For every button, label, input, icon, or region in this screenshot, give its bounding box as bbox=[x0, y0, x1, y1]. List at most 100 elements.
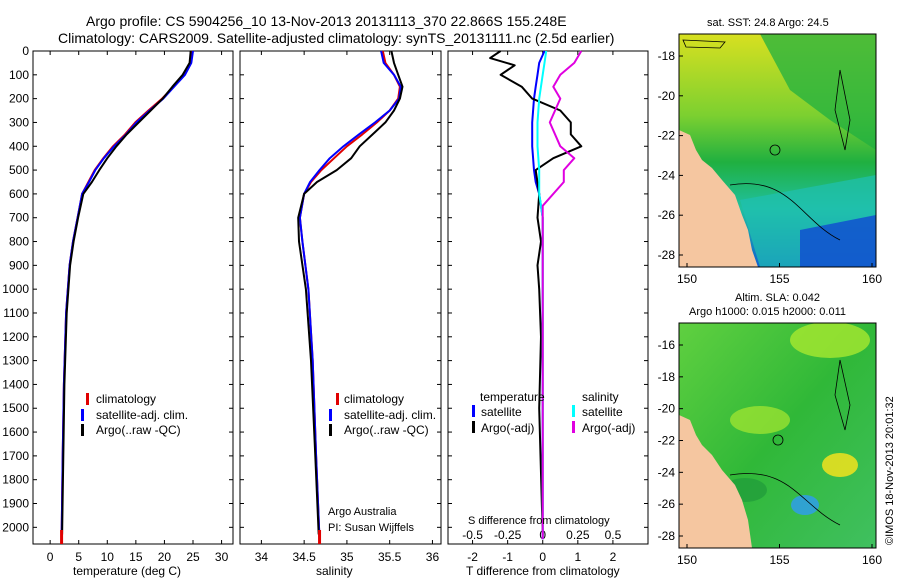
salinity-panel: 34 34.5 35 35.5 36 climatology satellite-adj… bbox=[239, 50, 442, 578]
y-tick-label: 1100 bbox=[3, 306, 29, 320]
y-tick-label: 1500 bbox=[2, 401, 29, 415]
imos-credit: ©IMOS 18-Nov-2013 20:01:32 bbox=[884, 396, 896, 545]
y-tick-label: 1900 bbox=[2, 497, 29, 511]
y-tick-label: 1300 bbox=[2, 354, 29, 368]
y-tick-label: 1800 bbox=[2, 473, 29, 487]
sst-map-title: sat. SST: 24.8 Argo: 24.5 bbox=[707, 17, 829, 29]
legend-swatch-t-satellite bbox=[472, 405, 475, 417]
y-tick-label: 200 bbox=[9, 92, 29, 106]
figure-title-line1: Argo profile: CS 5904256_10 13-Nov-2013 … bbox=[86, 13, 567, 29]
x-tick-label: 25 bbox=[186, 550, 200, 564]
map-x-tick-label: 160 bbox=[862, 553, 882, 567]
x-tick-label: 30 bbox=[215, 550, 229, 564]
x-tick-label: 0 bbox=[47, 550, 54, 564]
y-tick-label: 600 bbox=[9, 187, 29, 201]
x-tick-label: 35.5 bbox=[378, 550, 402, 564]
map-y-tick-label: -28 bbox=[658, 248, 676, 262]
s-difference-axis-label: S difference from climatology bbox=[468, 515, 610, 527]
difference-legend: temperature salinity satellite Argo(-adj… bbox=[472, 390, 635, 435]
figure-title-line2: Climatology: CARS2009. Satellite-adjuste… bbox=[58, 30, 614, 46]
y-tick-label: 0 bbox=[22, 44, 29, 58]
x-tick-label: 35 bbox=[340, 550, 354, 564]
climatology-bottom-marker bbox=[60, 530, 64, 544]
legend-label-argo: Argo(..raw -QC) bbox=[96, 423, 181, 437]
series-line-argo--adj- bbox=[489, 50, 583, 535]
series-line-climatology bbox=[60, 50, 194, 540]
series-line-argo---raw--qc- bbox=[297, 50, 404, 535]
x-tick-label: 34.5 bbox=[292, 550, 316, 564]
note-pi-name: PI: Susan Wijffels bbox=[328, 522, 414, 534]
legend-swatch-argo bbox=[329, 424, 332, 436]
x-tick-label: 5 bbox=[75, 550, 82, 564]
y-tick-label: 900 bbox=[9, 258, 29, 272]
map-y-tick-label: -20 bbox=[658, 402, 676, 416]
difference-panel: -2 -1 0 1 2-0.5 -0.25 0 0.25 0.5 temperature sal… bbox=[447, 50, 649, 578]
s-tick-label: 0.25 bbox=[566, 528, 590, 542]
legend-title-temperature: temperature bbox=[480, 390, 545, 404]
map-x-tick-label: 155 bbox=[769, 272, 789, 286]
map-y-tick-label: -18 bbox=[658, 370, 676, 384]
salinity-legend: climatology satellite-adj. clim. Argo(..… bbox=[329, 392, 436, 437]
y-tick-label: 700 bbox=[9, 211, 29, 225]
temperature-panel: 0100200300400500600700800900100011001200… bbox=[2, 44, 234, 578]
y-tick-label: 400 bbox=[9, 139, 29, 153]
legend-swatch-satellite bbox=[329, 409, 332, 421]
legend-swatch-satellite bbox=[81, 409, 84, 421]
y-tick-label: 100 bbox=[9, 68, 29, 82]
y-tick-label: 800 bbox=[9, 235, 29, 249]
map-y-tick-label: -24 bbox=[658, 465, 676, 479]
x-tick-label: 15 bbox=[129, 550, 143, 564]
y-tick-label: 300 bbox=[9, 115, 29, 129]
legend-label-climatology: climatology bbox=[96, 392, 156, 406]
x-tick-label: 0 bbox=[539, 550, 546, 564]
x-tick-label: -2 bbox=[467, 550, 478, 564]
series-line-satellite-adj--clim- bbox=[298, 50, 402, 540]
map-x-tick-label: 155 bbox=[769, 553, 789, 567]
series-line-argo--adj- bbox=[541, 50, 583, 540]
legend-label-satellite: satellite-adj. clim. bbox=[344, 408, 436, 422]
legend-title-salinity: salinity bbox=[582, 390, 619, 404]
map-y-tick-label: -16 bbox=[658, 338, 676, 352]
legend-swatch-argo bbox=[81, 424, 84, 436]
sst-map: sat. SST: 24.8 Argo: 24.5 150 155 160 -18 -2… bbox=[658, 17, 883, 286]
sla-map: Altim. SLA: 0.042 Argo h1000: 0.015 h200… bbox=[658, 292, 883, 567]
x-tick-label: 10 bbox=[101, 550, 115, 564]
map-y-tick-label: -26 bbox=[658, 497, 676, 511]
x-tick-label: 36 bbox=[426, 550, 440, 564]
map-y-tick-label: -18 bbox=[658, 49, 676, 63]
map-x-tick-label: 150 bbox=[677, 272, 697, 286]
sla-map-title-line2: Argo h1000: 0.015 h2000: 0.011 bbox=[689, 306, 846, 318]
y-tick-label: 1600 bbox=[2, 425, 29, 439]
temperature-legend: climatology satellite-adj. clim. Argo(..… bbox=[81, 392, 188, 437]
t-difference-axis-label: T difference from climatology bbox=[466, 564, 620, 578]
y-tick-label: 500 bbox=[9, 163, 29, 177]
legend-swatch-s-satellite bbox=[572, 405, 575, 417]
land-australia-bottom bbox=[679, 415, 752, 548]
s-tick-label: -0.25 bbox=[494, 528, 522, 542]
x-tick-label: 20 bbox=[158, 550, 172, 564]
map-x-tick-label: 160 bbox=[862, 272, 882, 286]
y-tick-label: 1200 bbox=[2, 330, 29, 344]
x-tick-label: 1 bbox=[574, 550, 581, 564]
temperature-axis-label: temperature (deg C) bbox=[73, 564, 181, 578]
legend-swatch-climatology bbox=[336, 393, 339, 405]
legend-label-climatology: climatology bbox=[344, 392, 404, 406]
s-tick-label: 0.5 bbox=[605, 528, 622, 542]
y-tick-label: 2000 bbox=[2, 520, 29, 534]
y-tick-label: 1700 bbox=[2, 449, 29, 463]
y-tick-label: 1400 bbox=[2, 377, 29, 391]
x-tick-label: -1 bbox=[502, 550, 513, 564]
x-tick-label: 2 bbox=[610, 550, 617, 564]
note-argo-australia: Argo Australia bbox=[328, 506, 397, 518]
legend-swatch-t-argo bbox=[472, 421, 475, 433]
land-australia-top bbox=[679, 130, 758, 267]
y-tick-label: 1000 bbox=[2, 282, 29, 296]
x-tick-label: 34 bbox=[255, 550, 269, 564]
legend-label-s-satellite: satellite bbox=[582, 405, 623, 419]
map-y-tick-label: -28 bbox=[658, 529, 676, 543]
climatology-bottom-marker bbox=[318, 530, 322, 544]
sla-map-title-line1: Altim. SLA: 0.042 bbox=[735, 292, 820, 304]
salinity-axis-label: salinity bbox=[316, 564, 353, 578]
legend-label-argo: Argo(..raw -QC) bbox=[344, 423, 429, 437]
map-y-tick-label: -24 bbox=[658, 168, 676, 182]
